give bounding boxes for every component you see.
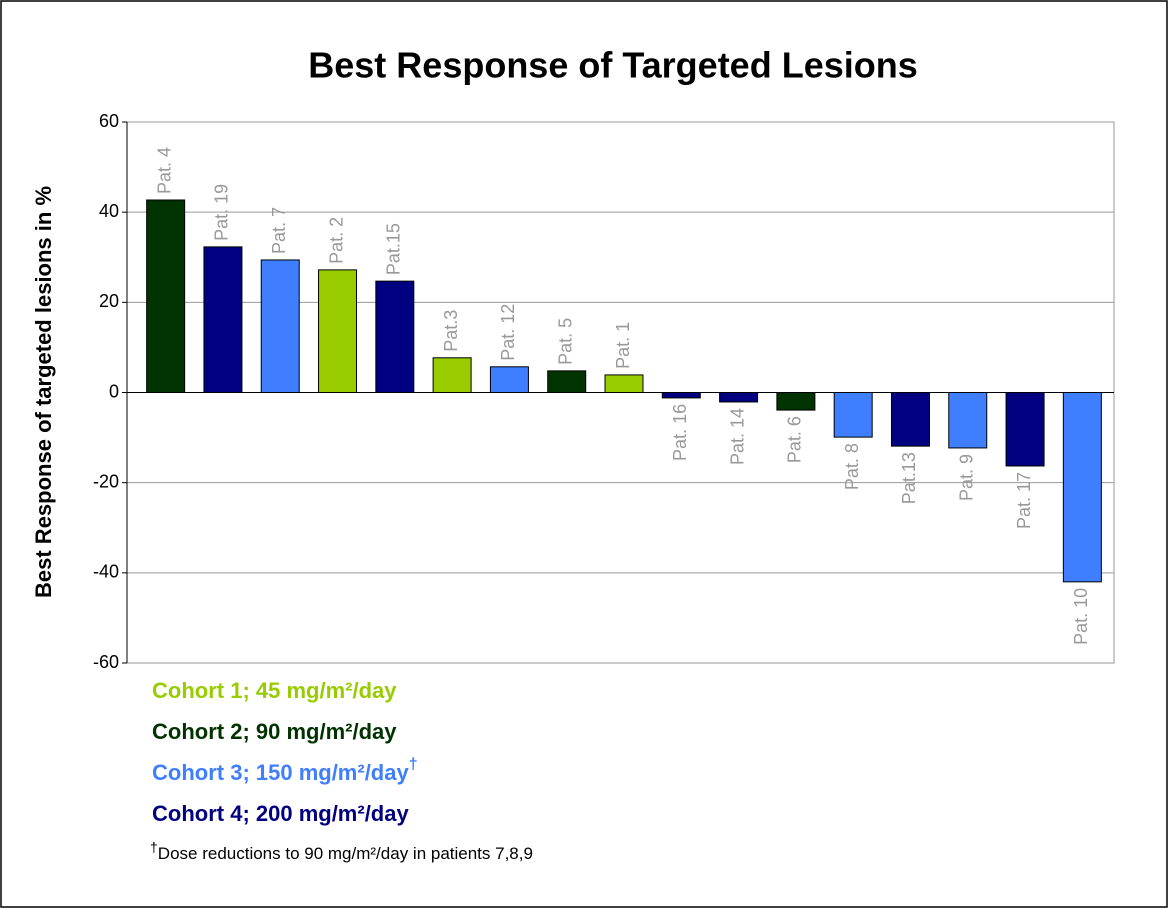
- chart-title: Best Response of Targeted Lesions: [308, 45, 917, 86]
- bar: [604, 374, 644, 394]
- bar: [661, 392, 701, 399]
- bar-label: Pat. 10: [1071, 588, 1091, 645]
- bar-label: Pat. 7: [269, 207, 289, 254]
- bar-label: Pat. 1: [613, 322, 633, 369]
- bar: [890, 392, 930, 447]
- bar-label: Pat. 17: [1014, 472, 1034, 529]
- bar: [776, 392, 816, 411]
- legend-entry: Cohort 1; 45 mg/m²/day: [152, 678, 397, 703]
- y-tick-label: 40: [99, 201, 119, 221]
- bar-label: Pat. 2: [326, 217, 346, 264]
- bar-label: Pat. 19: [212, 184, 232, 241]
- bar: [948, 392, 988, 449]
- y-tick-label: -20: [93, 471, 119, 491]
- bar: [1062, 392, 1102, 583]
- bar-label: Pat.13: [899, 452, 919, 504]
- bar-label: Pat.15: [384, 223, 404, 275]
- y-axis-label: Best Response of targeted lesions in %: [31, 186, 56, 598]
- bar-label: Pat. 14: [727, 408, 747, 465]
- legend-entry: Cohort 4; 200 mg/m²/day: [152, 801, 409, 826]
- bar: [1005, 392, 1045, 467]
- footnote-mark: †: [150, 839, 158, 855]
- bar-label: Pat. 9: [957, 454, 977, 501]
- y-tick-label: 0: [109, 381, 119, 401]
- bar: [260, 259, 300, 393]
- legend-label: Cohort 2; 90 mg/m²/day: [152, 719, 397, 744]
- bar-label: Pat. 6: [785, 416, 805, 463]
- bar: [203, 246, 243, 393]
- bar: [432, 357, 472, 393]
- bar-label: Pat. 5: [555, 318, 575, 365]
- legend-label: Cohort 4; 200 mg/m²/day: [152, 801, 409, 826]
- bar-label: Pat. 8: [842, 443, 862, 490]
- y-tick-label: 20: [99, 291, 119, 311]
- legend-mark: †: [409, 756, 418, 773]
- bar-label: Pat. 12: [498, 304, 518, 361]
- bar-label: Pat. 16: [670, 404, 690, 461]
- bar-label: Pat.3: [441, 310, 461, 352]
- footnote-text: Dose reductions to 90 mg/m²/day in patie…: [158, 844, 533, 863]
- bar: [146, 199, 186, 393]
- legend-entry: Cohort 2; 90 mg/m²/day: [152, 719, 397, 744]
- y-tick-label: 60: [99, 111, 119, 131]
- legend-label: Cohort 3; 150 mg/m²/day: [152, 760, 409, 785]
- legend-label: Cohort 1; 45 mg/m²/day: [152, 678, 397, 703]
- footnote: †Dose reductions to 90 mg/m²/day in pati…: [150, 839, 533, 864]
- legend-entry: Cohort 3; 150 mg/m²/day†: [152, 756, 418, 785]
- bar: [489, 366, 529, 393]
- bar: [375, 280, 415, 393]
- bar: [318, 269, 358, 393]
- y-tick-label: -60: [93, 652, 119, 672]
- y-tick-label: -40: [93, 562, 119, 582]
- bar: [547, 370, 587, 393]
- bar-label: Pat. 4: [154, 147, 174, 194]
- bar: [719, 392, 759, 403]
- bar: [833, 392, 873, 438]
